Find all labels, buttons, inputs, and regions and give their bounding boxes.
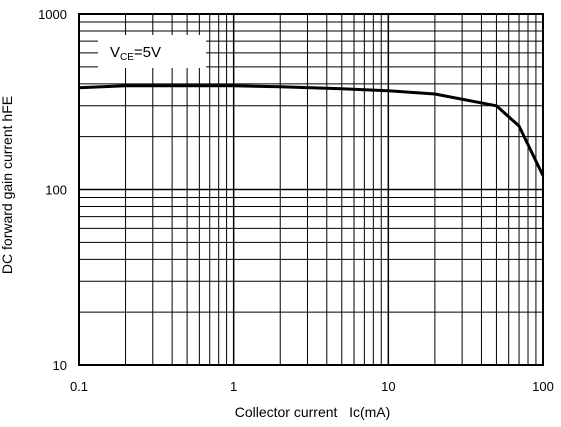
y-tick-label: 10 bbox=[53, 358, 67, 373]
condition-box bbox=[98, 35, 206, 68]
tick-labels: 0.1 1 10 100 10 100 1000 bbox=[38, 7, 554, 394]
grid bbox=[79, 14, 543, 365]
y-tick-label: 1000 bbox=[38, 7, 67, 22]
x-tick-label: 100 bbox=[532, 379, 554, 394]
plot-frame bbox=[78, 13, 544, 366]
condition-subscript: CE bbox=[120, 52, 134, 63]
x-tick-label: 0.1 bbox=[70, 379, 88, 394]
x-tick-label: 10 bbox=[381, 379, 395, 394]
x-tick-label: 1 bbox=[230, 379, 237, 394]
y-axis-label: DC forward gain current hFE bbox=[0, 95, 15, 275]
condition-value: =5V bbox=[134, 44, 161, 61]
series-group bbox=[78, 84, 545, 177]
condition-label: VCE=5V bbox=[110, 44, 161, 63]
x-axis-label-wrap: Collector current Ic(mA) bbox=[0, 404, 561, 420]
condition-main: V bbox=[110, 44, 120, 61]
hfe-curve bbox=[78, 84, 545, 177]
y-tick-label: 100 bbox=[45, 183, 67, 198]
x-axis-label: Collector current Ic(mA) bbox=[234, 404, 391, 420]
